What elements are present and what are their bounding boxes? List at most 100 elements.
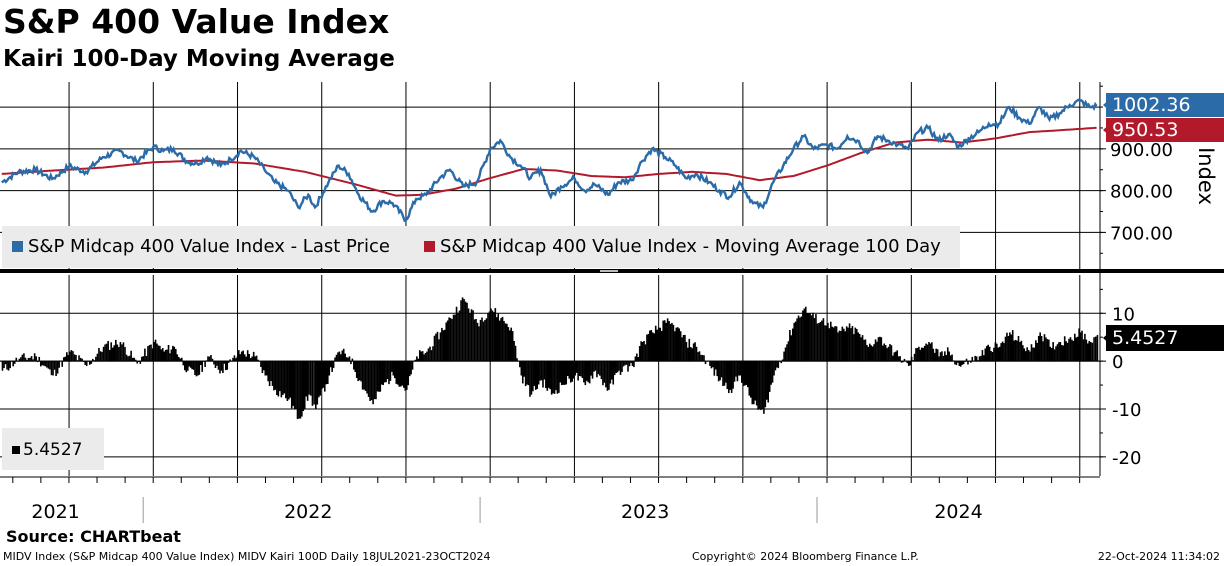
kairi-bar: [1046, 339, 1049, 362]
kairi-bar: [758, 361, 761, 409]
kairi-bar: [498, 320, 501, 362]
kairi-bar: [341, 350, 344, 362]
kairi-bar: [578, 361, 581, 376]
kairi-bar: [523, 361, 526, 377]
kairi-bar: [226, 361, 229, 370]
kairi-bar: [119, 342, 122, 362]
kairi-bar: [560, 361, 563, 386]
kairi-bar: [991, 351, 994, 362]
kairi-bar: [378, 361, 380, 392]
last-price-tag: 1002.36: [1106, 93, 1224, 117]
year-label-2021: 2021: [31, 501, 79, 523]
copyright: Copyright© 2024 Bloomberg Finance L.P.: [692, 550, 919, 563]
kairi-bar: [526, 361, 528, 385]
kairi-bar: [1029, 351, 1031, 362]
kairi-bar: [747, 361, 749, 388]
kairi-bar: [257, 359, 259, 362]
kairi-bar: [180, 357, 183, 362]
kairi-bar: [932, 348, 935, 362]
kairi-bar: [475, 319, 477, 362]
kairi-bar: [832, 327, 835, 362]
kairi-bar: [172, 345, 174, 362]
kairi-bar: [883, 343, 886, 362]
kairi-bar: [539, 361, 541, 381]
kairi-bar: [916, 347, 919, 362]
kairi-bar: [302, 361, 305, 412]
kairi-bar: [590, 361, 592, 376]
kairi-bar: [1069, 337, 1072, 362]
kairi-bar: [144, 348, 146, 362]
kairi-bar: [827, 322, 829, 362]
kairi-bar: [975, 356, 978, 362]
kairi-bar: [858, 334, 861, 362]
kairi-bar: [3, 361, 5, 369]
kairi-bar: [383, 361, 386, 383]
kairi-bar: [588, 361, 591, 384]
kairi-bar: [9, 361, 11, 369]
kairi-bar: [411, 361, 414, 370]
kairi-bar: [421, 351, 424, 362]
kairi-bar: [616, 361, 619, 373]
kairi-bar: [729, 361, 731, 390]
legend-item-moving-average[interactable]: S&P Midcap 400 Value Index - Moving Aver…: [424, 236, 941, 257]
kairi-bar: [773, 361, 775, 376]
kairi-bar: [53, 361, 56, 370]
kairi-bar: [825, 325, 828, 362]
kairi-bar: [636, 353, 638, 362]
kairi-bar: [55, 361, 57, 377]
kairi-bar: [965, 358, 968, 362]
kairi-bar: [449, 318, 452, 362]
kairi-bar: [1000, 343, 1002, 362]
kairi-bar: [404, 361, 407, 391]
kairi-bar: [1009, 332, 1011, 362]
kairi-bar: [1052, 342, 1054, 362]
kairi-bar: [594, 361, 597, 371]
kairi-bar: [69, 351, 71, 362]
kairi-bar: [647, 333, 650, 362]
kairi-bar: [264, 361, 267, 376]
kairi-bar: [957, 361, 959, 363]
kairi-bar: [651, 332, 654, 362]
kairi-bar: [52, 361, 54, 376]
kairi-bar: [659, 327, 661, 362]
kairi-bar: [261, 361, 264, 374]
kairi-bar: [268, 361, 271, 387]
kairi-bar: [951, 354, 953, 362]
kairi-bar: [12, 361, 14, 367]
kairi-bar: [288, 361, 290, 400]
kairi-bar: [1071, 339, 1073, 362]
kairi-bar: [213, 361, 215, 365]
kairi-bar: [481, 317, 483, 362]
kairi-bar: [967, 361, 969, 365]
kairi-bar: [876, 341, 878, 362]
kairi-bars: [0, 297, 1100, 420]
kairi-bar: [738, 361, 740, 376]
kairi-bar: [385, 361, 387, 383]
kairi-bar: [900, 361, 903, 363]
kairi-bar: [296, 361, 299, 420]
kairi-bar: [757, 361, 759, 410]
legend-swatch-blue-icon: [12, 241, 23, 252]
kairi-bar: [443, 329, 446, 362]
kairi-bar: [722, 361, 724, 386]
kairi-bar: [322, 361, 325, 388]
kairi-bar: [563, 361, 566, 385]
kairi-bar: [416, 356, 418, 362]
kairi-bar: [771, 361, 774, 383]
legend-item-last-price[interactable]: S&P Midcap 400 Value Index - Last Price: [12, 236, 390, 257]
kairi-bar: [790, 335, 793, 362]
kairi-bar: [713, 361, 716, 376]
chart-title: S&P 400 Value Index: [3, 2, 390, 41]
kairi-bar: [56, 361, 59, 374]
kairi-bar: [1006, 332, 1008, 362]
kairi-bar: [786, 344, 788, 362]
kairi-bar: [313, 361, 315, 405]
legend-item-kairi[interactable]: 5.4527: [12, 440, 82, 460]
kairi-bar: [542, 361, 544, 388]
kairi-bar: [473, 319, 476, 362]
kairi-bar: [408, 361, 411, 377]
price-axis-title: Index: [1194, 147, 1218, 205]
kairi-bar: [504, 323, 507, 362]
kairi-bar: [417, 358, 420, 362]
kairi-bar: [290, 361, 293, 409]
